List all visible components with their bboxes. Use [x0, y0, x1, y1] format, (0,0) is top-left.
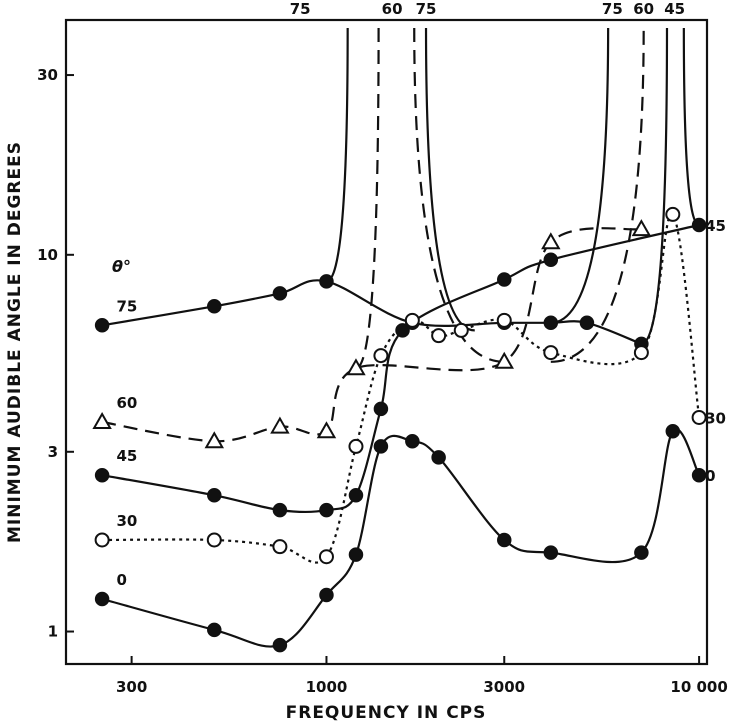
- series-30-point: [453, 322, 469, 338]
- series-75-point: [319, 274, 334, 289]
- series-30-point: [348, 438, 364, 454]
- asymptote-curve: [550, 27, 645, 363]
- top-label: 75: [416, 0, 437, 18]
- series-75-point: [207, 299, 222, 314]
- series-45-point: [348, 488, 364, 503]
- series-45-point: [319, 502, 334, 518]
- series-60-point: [92, 411, 112, 429]
- series-30-point: [373, 348, 389, 364]
- series-0-point: [691, 467, 707, 483]
- series-75-point: [543, 315, 559, 331]
- series-0-point: [348, 547, 364, 562]
- series-30-point: [543, 345, 559, 361]
- text-layer: 75 60 45 45 30 30 0 0: [116, 217, 726, 589]
- asymptote-curve: [550, 27, 610, 324]
- x-tick-label: 10 000: [670, 678, 727, 696]
- y-tick-label: 30: [37, 66, 58, 84]
- asymptote-curve: [424, 27, 475, 332]
- x-tick-label: 3000: [483, 678, 525, 696]
- series-0-line: [101, 428, 701, 648]
- series-0-point: [497, 532, 512, 548]
- series-75-point: [579, 315, 595, 331]
- plot-frame: [64, 18, 709, 666]
- series-30-point: [496, 312, 512, 328]
- series-30-point: [691, 409, 707, 425]
- series-60-point: [270, 416, 290, 434]
- series-45-right-label: 45: [705, 217, 726, 235]
- series-30-point: [272, 539, 288, 555]
- legend-title: θ°: [112, 257, 131, 276]
- series-0-point: [405, 433, 420, 449]
- series-60-point: [204, 431, 225, 449]
- asymptote-curve: [355, 27, 380, 370]
- series-30-line: [102, 212, 701, 564]
- series-60-point: [631, 219, 652, 237]
- series-45-label: 45: [116, 447, 137, 465]
- x-tick-label: 1000: [306, 678, 348, 696]
- asymptote-curve: [682, 27, 700, 227]
- series-0-point: [373, 439, 389, 454]
- series-60-point: [316, 421, 337, 439]
- series-0-point: [431, 450, 446, 465]
- top-label: 45: [664, 0, 685, 18]
- series-0-point: [272, 637, 288, 653]
- series-45-point: [395, 323, 410, 338]
- x-tick-label: 300: [116, 678, 147, 696]
- series-30-point: [206, 532, 222, 548]
- series-75-line: [101, 279, 642, 345]
- y-axis-label: MINIMUM AUDIBLE ANGLE IN DEGREES: [5, 141, 25, 543]
- asymptote-curve: [641, 27, 669, 346]
- series-30-point: [94, 532, 110, 548]
- series-0-point: [634, 545, 649, 560]
- y-tick-label: 1: [48, 623, 58, 641]
- series-75-point: [272, 286, 288, 301]
- series-30-point: [633, 345, 649, 361]
- series-30-right-label: 30: [705, 409, 726, 427]
- x-axis-label: FREQUENCY IN CPS: [286, 703, 487, 723]
- series-45-line: [101, 223, 700, 514]
- series-60-point: [494, 351, 514, 369]
- series-0-point: [207, 622, 222, 638]
- series-60-label: 60: [116, 394, 137, 412]
- series-30-point: [665, 206, 681, 222]
- series-0-label: 0: [116, 571, 126, 589]
- asymptote-curve: [413, 27, 505, 363]
- top-label: 75: [602, 0, 623, 18]
- top-label: 60: [382, 0, 403, 18]
- series-60-point: [541, 232, 561, 250]
- top-label: 60: [633, 0, 654, 18]
- series-45-point: [94, 467, 110, 483]
- y-tick-label: 10: [37, 246, 58, 264]
- series-0-point: [319, 587, 334, 603]
- series-0-point: [94, 591, 110, 607]
- series-45-point: [497, 272, 512, 287]
- marker-layer: [92, 206, 707, 653]
- series-45-point: [207, 488, 222, 503]
- series-45-point: [543, 252, 559, 268]
- series-45-point: [272, 502, 288, 518]
- series-60-line: [101, 227, 642, 443]
- series-45-point: [373, 401, 389, 417]
- series-45-point: [691, 217, 707, 233]
- series-30-point: [404, 312, 420, 328]
- series-0-right-label: 0: [705, 467, 715, 485]
- top-label: 75: [290, 0, 311, 18]
- y-tick-label: 3: [48, 443, 58, 461]
- series-30-point: [318, 549, 334, 565]
- asymptote-curve: [326, 27, 349, 283]
- series-75-label: 75: [116, 297, 137, 315]
- series-30-point: [431, 328, 447, 344]
- series-0-point: [543, 545, 559, 560]
- series-0-point: [665, 424, 681, 439]
- series-30-label: 30: [116, 512, 137, 530]
- series-60-point: [346, 358, 366, 376]
- series-75-point: [94, 318, 110, 333]
